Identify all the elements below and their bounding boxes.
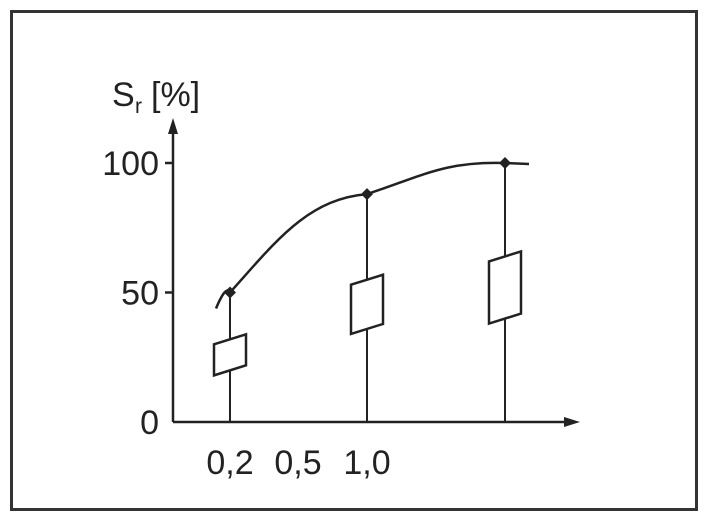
x-tick-label: 0,2: [206, 444, 253, 482]
y-axis-title: S r [%]: [112, 76, 200, 118]
y-ticks: 0 50 100: [102, 145, 173, 442]
range-box: [349, 273, 385, 336]
axes: [168, 118, 580, 427]
y-tick-label: 50: [121, 275, 159, 313]
data-points: [224, 157, 511, 299]
range-boxes: [212, 249, 523, 378]
y-axis-title-main: S: [112, 76, 135, 114]
x-tick-label: 1,0: [343, 444, 390, 482]
x-axis-arrow: [564, 417, 580, 427]
data-point: [499, 157, 511, 169]
data-point: [361, 188, 373, 201]
y-tick-label: 0: [140, 404, 159, 442]
y-axis-title-sub: r: [135, 95, 142, 118]
x-ticks: 0,2 0,5 1,0: [206, 444, 390, 482]
range-box: [212, 332, 248, 378]
y-axis-title-unit: [%]: [151, 76, 200, 114]
x-tick-label: 0,5: [274, 444, 321, 482]
y-axis-arrow: [168, 118, 178, 134]
data-point: [224, 286, 236, 299]
range-box: [487, 249, 523, 326]
chart-frame: [10, 10, 698, 511]
y-tick-label: 100: [102, 145, 159, 183]
